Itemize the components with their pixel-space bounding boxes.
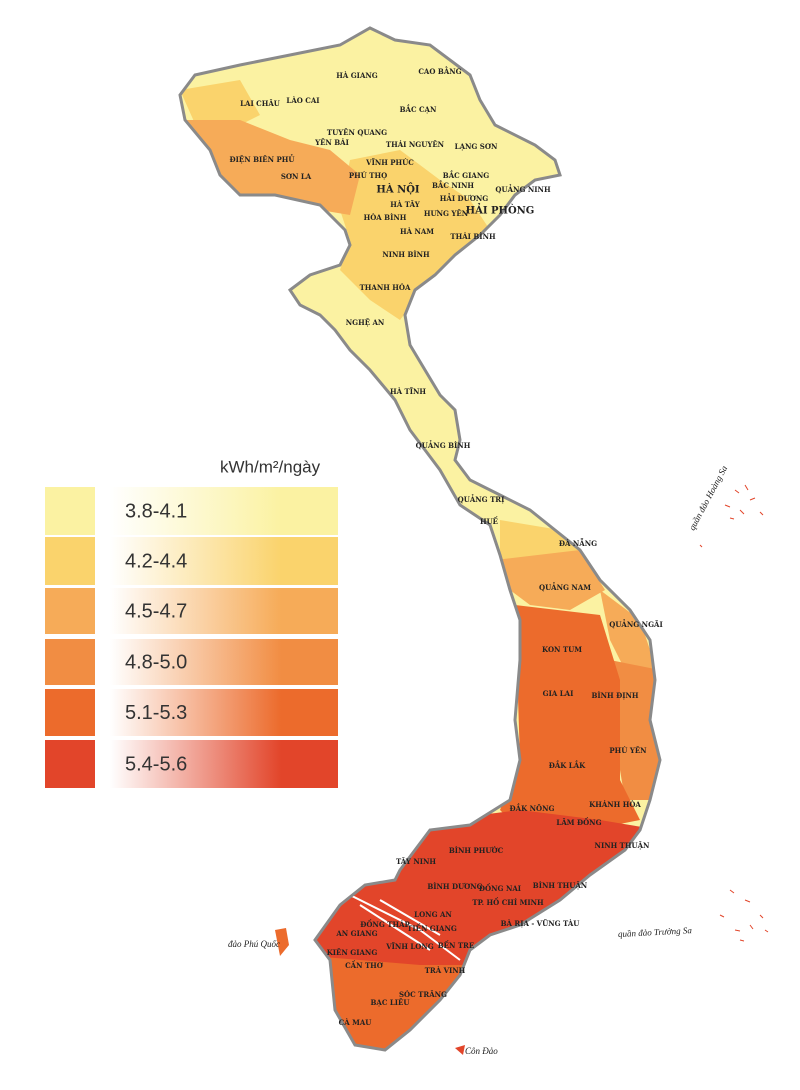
province-label: CAO BẰNG (418, 66, 461, 76)
island (455, 1045, 465, 1055)
province-label: PHÚ THỌ (349, 171, 387, 180)
legend-bar (110, 537, 338, 585)
legend-title: kWh/m²/ngày (220, 457, 321, 476)
province-label: THÁI NGUYÊN (386, 140, 445, 149)
province-label: AN GIANG (335, 929, 377, 938)
river (349, 894, 461, 961)
province-label: LAI CHÂU (240, 99, 280, 108)
province-label: HÀ NỘI (376, 184, 420, 196)
province-label: VĨNH PHÚC (365, 158, 414, 167)
province-label: TUYÊN QUANG (327, 128, 387, 137)
province-label: LONG AN (414, 910, 452, 919)
province-label: CÀ MAU (339, 1018, 372, 1027)
province-label: NINH THUẬN (595, 841, 650, 850)
province-label: ĐỒNG NAI (479, 883, 521, 893)
province-label: KON TUM (542, 645, 582, 654)
region (340, 150, 490, 320)
legend-bar (110, 639, 338, 685)
province-label: SƠN LA (281, 172, 312, 181)
province-label: KHÁNH HÒA (589, 800, 641, 809)
province-label: BÌNH ĐỊNH (591, 691, 638, 700)
province-label: BÌNH DƯƠNG (427, 882, 482, 891)
legend-label: 3.8-4.1 (125, 500, 187, 522)
province-label: LÀO CAI (286, 96, 319, 105)
province-label: BÌNH PHƯỚC (449, 846, 504, 855)
region (185, 120, 360, 215)
province-label: TP. HỒ CHÍ MINH (472, 897, 544, 907)
province-label: ĐẮK LẮK (549, 760, 586, 770)
region (610, 660, 660, 800)
legend-bar (110, 588, 338, 634)
province-label: THÁI BÌNH (450, 232, 496, 241)
province-label: NGHỆ AN (346, 318, 385, 327)
province-label: HÀ GIANG (336, 71, 378, 80)
province-label: BẮC NINH (432, 180, 474, 190)
province-label: ĐẮK NÔNG (510, 803, 555, 813)
province-label: HƯNG YÊN (424, 209, 469, 218)
legend-bar (110, 740, 338, 788)
island-label: Côn Đảo (465, 1046, 498, 1056)
legend-swatch (45, 689, 95, 736)
province-label: TÂY NINH (396, 857, 436, 866)
islet (699, 484, 764, 548)
island-label: quần đảo Trường Sa (618, 925, 693, 939)
region (300, 810, 660, 965)
region (600, 590, 660, 680)
legend-swatch (45, 639, 95, 685)
province-label: VĨNH LONG (385, 942, 434, 951)
legend-label: 4.5-4.7 (125, 600, 187, 622)
legend-bar (110, 487, 338, 535)
province-label: HÒA BÌNH (364, 213, 407, 222)
island (275, 928, 289, 956)
province-label: KIÊN GIANG (327, 948, 378, 957)
province-label: BẾN TRE (438, 940, 474, 950)
legend-bar (110, 689, 338, 736)
island-label: quần đảo Hoàng Sa (687, 463, 730, 531)
province-label: CẦN THƠ (345, 960, 384, 970)
province-label: BÀ RỊA - VŨNG TÀU (501, 919, 580, 928)
province-label: HÀ TÂY (390, 200, 420, 209)
province-label: QUẢNG TRỊ (458, 494, 505, 504)
province-label: TRÀ VINH (425, 966, 466, 975)
province-label: ĐÀ NẴNG (559, 538, 597, 548)
province-label: QUẢNG NAM (539, 582, 591, 592)
province-label: QUẢNG NINH (495, 184, 551, 194)
island-label: đảo Phú Quốc (228, 939, 280, 949)
province-label: HUẾ (480, 516, 499, 526)
legend-label: 4.8-5.0 (125, 651, 187, 673)
legend-swatch (45, 537, 95, 585)
province-label: HÀ TĨNH (390, 387, 426, 396)
province-label: NINH BÌNH (382, 250, 430, 259)
islet (719, 889, 769, 942)
province-label: ĐỒNG THÁP (360, 919, 410, 929)
legend-swatch (45, 487, 95, 535)
archipelago (699, 484, 769, 942)
province-label: TIỀN GIANG (407, 923, 457, 933)
legend-label: 4.2-4.4 (125, 550, 187, 572)
province-label: ĐIỆN BIÊN PHỦ (230, 154, 295, 164)
province-label: QUẢNG BÌNH (416, 440, 471, 450)
legend-label: 5.1-5.3 (125, 702, 187, 724)
province-label: BẮC CẠN (400, 104, 437, 114)
province-label: YÊN BÁI (314, 138, 349, 147)
province-label: BẠC LIÊU (371, 998, 410, 1007)
province-label: PHÚ YÊN (609, 746, 647, 755)
legend-label: 5.4-5.6 (125, 753, 187, 775)
province-label: QUẢNG NGÃI (609, 619, 663, 629)
province-label: BẮC GIANG (443, 170, 489, 180)
province-label: LẠNG SƠN (455, 142, 498, 151)
province-label: GIA LAI (543, 689, 574, 698)
province-label: HẢI DƯƠNG (440, 193, 488, 203)
province-label: BÌNH THUẬN (533, 881, 588, 890)
region (500, 605, 640, 830)
province-label: THANH HÓA (360, 283, 411, 292)
province-label: LÂM ĐỒNG (556, 817, 601, 827)
province-label: HẢI PHÒNG (466, 204, 535, 217)
province-label: HÀ NAM (400, 227, 434, 236)
province-label: SÓC TRĂNG (399, 990, 447, 999)
legend-swatch (45, 588, 95, 634)
region (495, 550, 605, 610)
legend-swatch (45, 740, 95, 788)
